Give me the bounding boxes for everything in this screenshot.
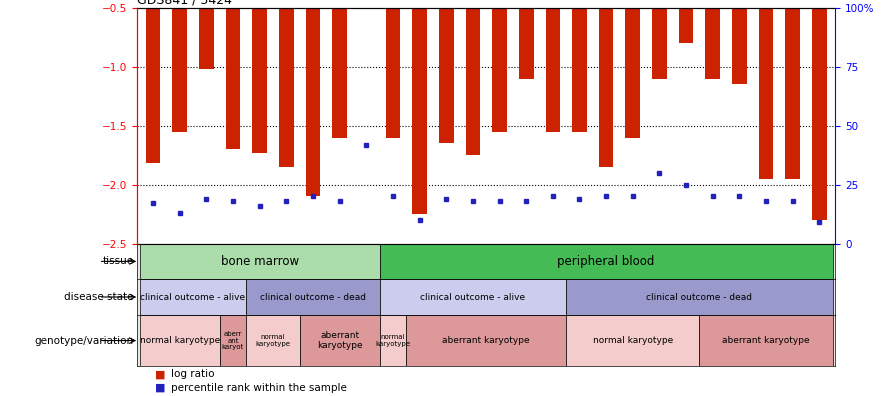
Text: percentile rank within the sample: percentile rank within the sample (171, 383, 347, 393)
Bar (146, 8, 160, 164)
Text: genotype/variation: genotype/variation (34, 335, 133, 346)
Bar (252, 8, 267, 153)
Bar (812, 8, 827, 220)
Bar (407, 315, 566, 366)
Text: GDS841 / 5424: GDS841 / 5424 (137, 0, 232, 7)
Text: aberrant karyotype: aberrant karyotype (722, 336, 810, 345)
Text: log ratio: log ratio (171, 369, 214, 379)
Bar (379, 279, 566, 315)
Bar (412, 8, 427, 214)
Bar (466, 8, 480, 155)
Text: normal
karyotype: normal karyotype (255, 334, 291, 347)
Text: aberrant
karyotype: aberrant karyotype (316, 331, 362, 350)
Text: disease state: disease state (64, 292, 133, 302)
Text: ■: ■ (155, 383, 165, 393)
Bar (785, 8, 800, 179)
Bar (699, 315, 833, 366)
Bar (279, 8, 293, 167)
Bar (626, 8, 640, 137)
Bar (385, 8, 400, 137)
Bar (379, 315, 407, 366)
Bar (732, 8, 747, 84)
Bar (140, 315, 219, 366)
Bar (652, 8, 667, 78)
Bar (705, 8, 720, 78)
Text: clinical outcome - dead: clinical outcome - dead (260, 293, 366, 301)
Bar (519, 8, 534, 78)
Text: clinical outcome - dead: clinical outcome - dead (646, 293, 752, 301)
Text: tissue: tissue (103, 256, 133, 267)
Bar (492, 8, 507, 131)
Text: normal karyotype: normal karyotype (140, 336, 220, 345)
Bar (679, 8, 693, 43)
Text: ■: ■ (155, 369, 165, 379)
Bar (140, 244, 379, 279)
Bar (545, 8, 560, 131)
Bar (225, 8, 240, 149)
Bar (379, 244, 833, 279)
Bar (332, 8, 347, 137)
Bar (306, 8, 320, 196)
Bar (566, 279, 833, 315)
Text: normal karyotype: normal karyotype (592, 336, 673, 345)
Bar (247, 279, 379, 315)
Text: bone marrow: bone marrow (221, 255, 299, 268)
Text: aberrant karyotype: aberrant karyotype (442, 336, 530, 345)
Bar (598, 8, 613, 167)
Text: clinical outcome - alive: clinical outcome - alive (420, 293, 525, 301)
Text: normal
karyotype: normal karyotype (376, 334, 410, 347)
Bar (172, 8, 187, 131)
Text: aberr
ant
karyot: aberr ant karyot (222, 331, 244, 350)
Bar (140, 279, 247, 315)
Bar (300, 315, 379, 366)
Text: peripheral blood: peripheral blood (558, 255, 655, 268)
Bar (758, 8, 774, 179)
Bar (566, 315, 699, 366)
Bar (247, 315, 300, 366)
Bar (199, 8, 214, 69)
Text: clinical outcome - alive: clinical outcome - alive (141, 293, 246, 301)
Bar (572, 8, 587, 131)
Bar (438, 8, 453, 143)
Bar (219, 315, 247, 366)
